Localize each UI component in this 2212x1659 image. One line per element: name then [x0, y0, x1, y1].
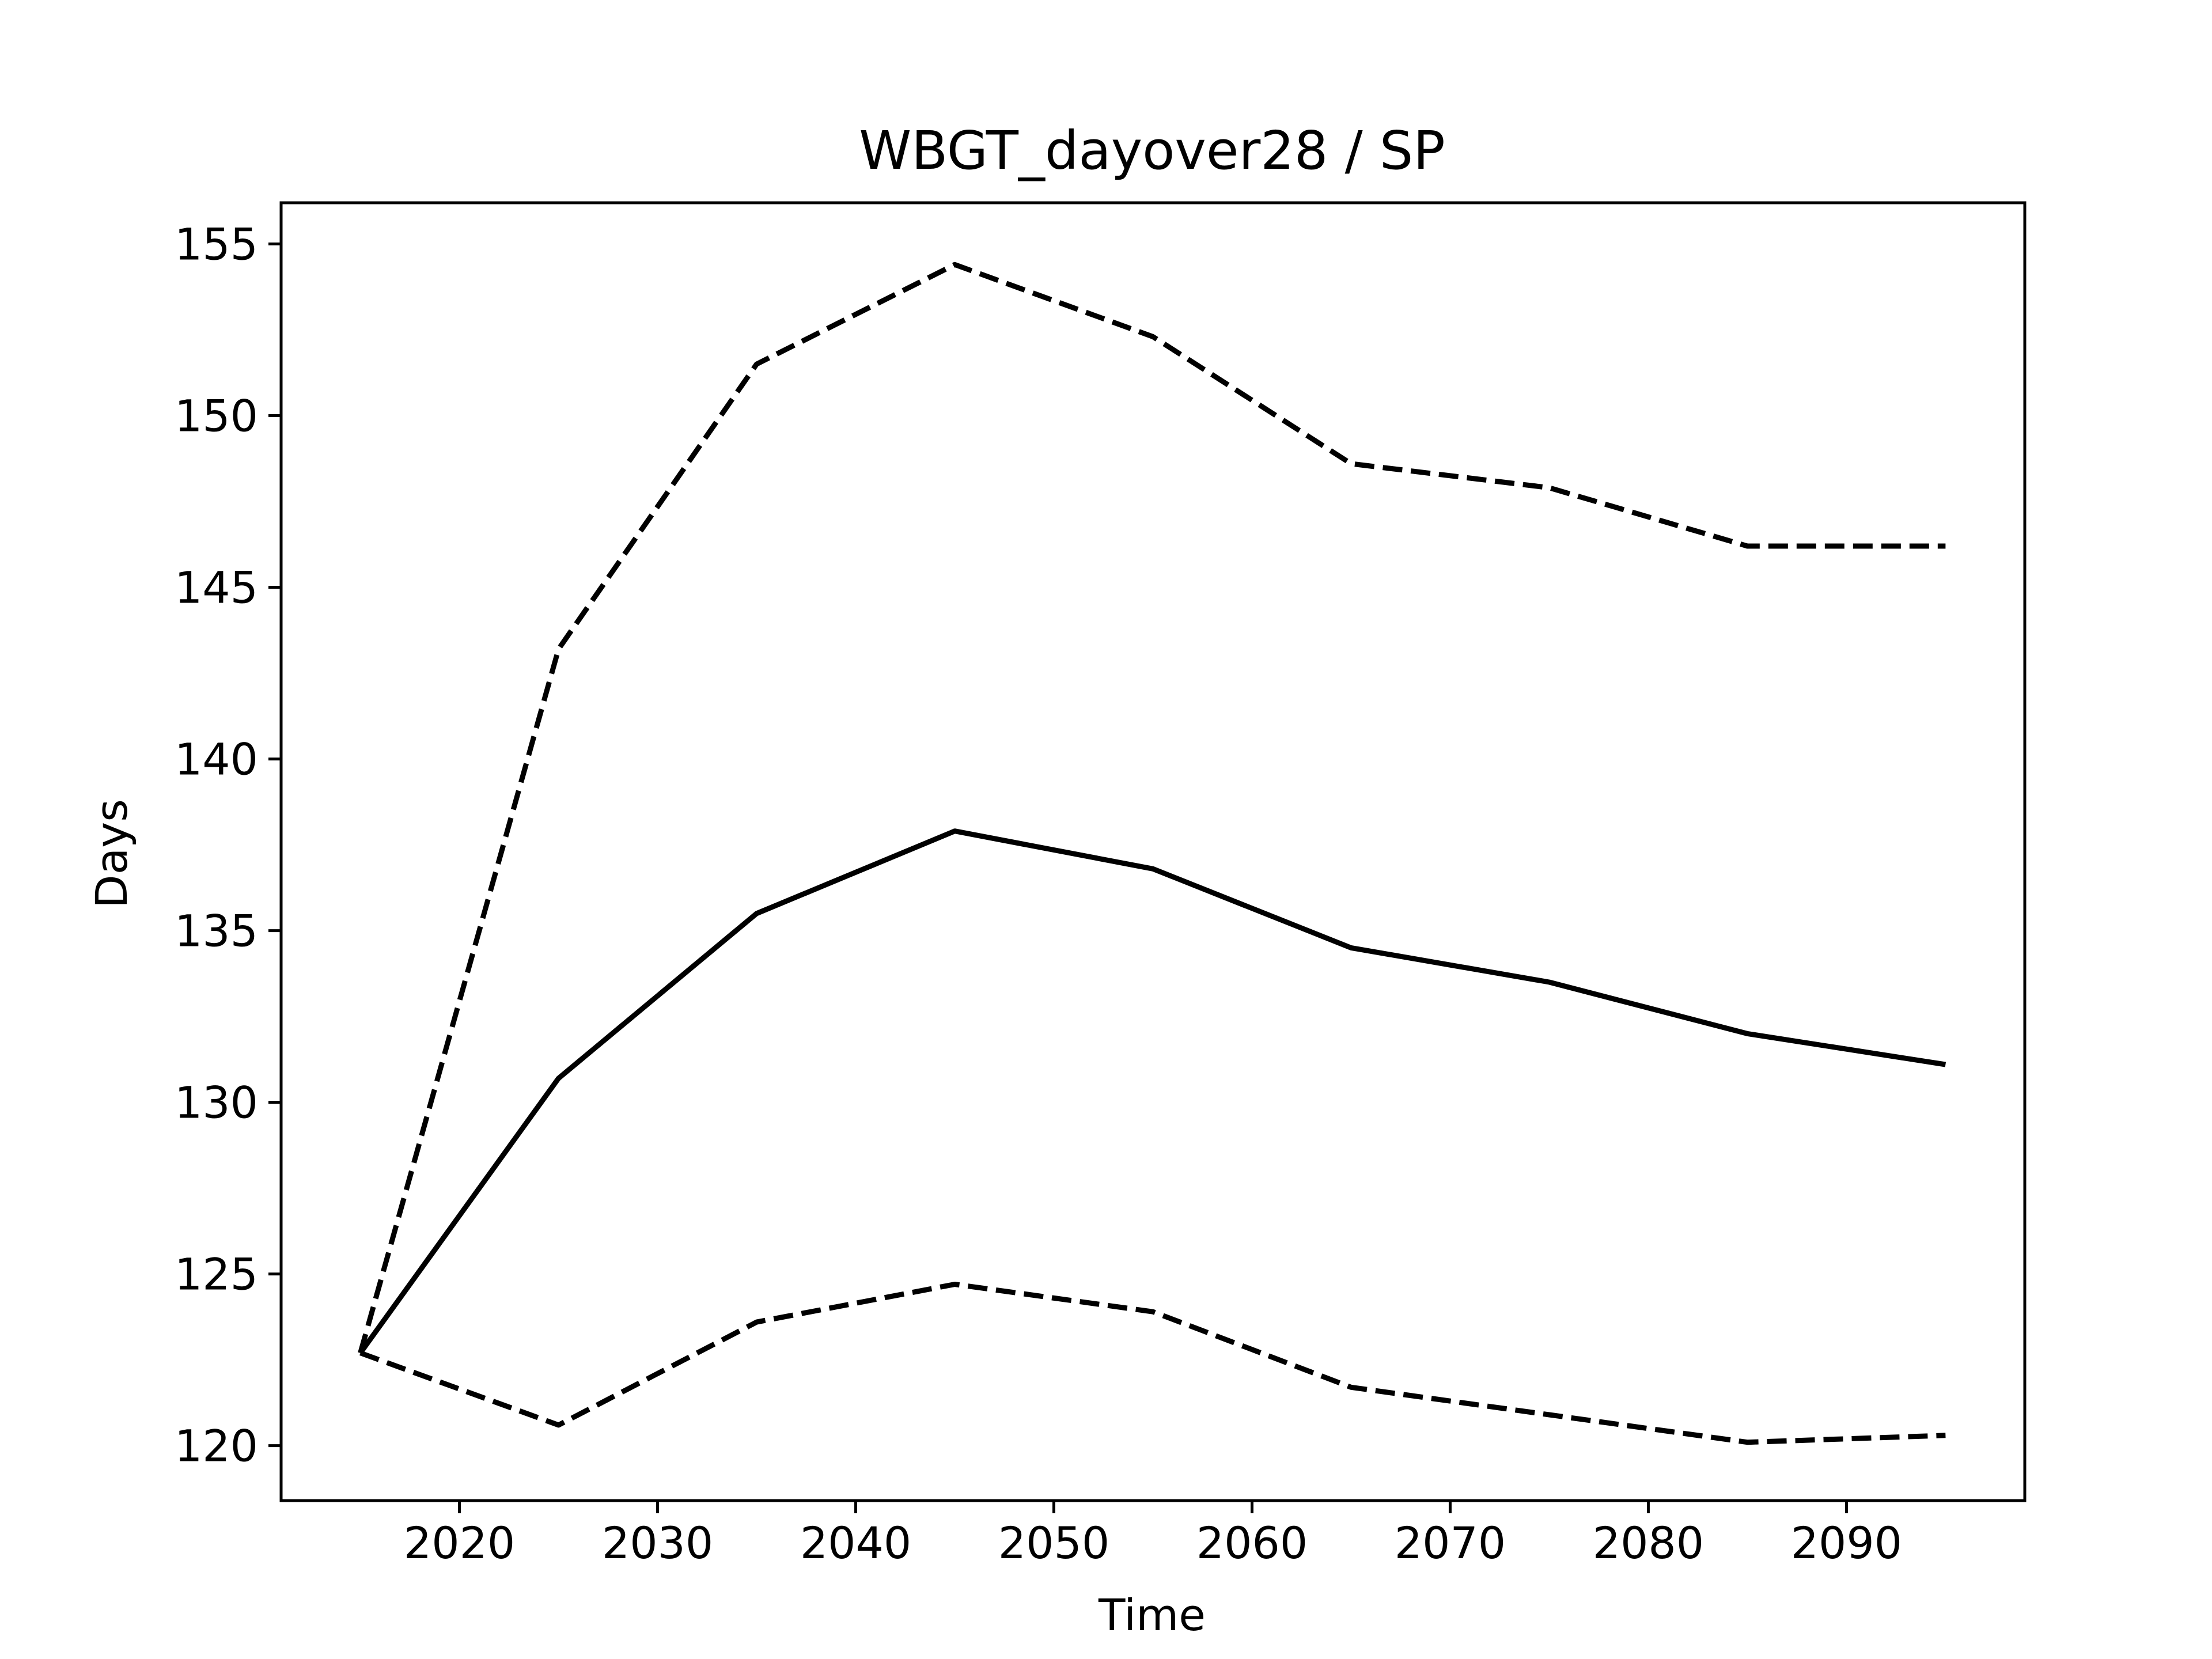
x-tick-label: 2060	[1196, 1517, 1308, 1569]
y-tick-label: 150	[175, 391, 258, 442]
x-axis-ticks: 2020 2030 2040 2050 2060 2070 2080 2090	[404, 1501, 1902, 1569]
y-tick-label: 120	[175, 1421, 258, 1472]
y-axis-ticks: 120 125 130 135 140 145 150 155	[175, 219, 281, 1472]
chart-title: WBGT_dayover28 / SP	[859, 120, 1445, 181]
y-axis-label: Days	[86, 799, 137, 908]
plot-frame	[279, 201, 2027, 1502]
x-tick-label: 2070	[1395, 1517, 1506, 1569]
solid-series-line-0	[358, 828, 1946, 1355]
dashed-series-line-2	[359, 1282, 1946, 1445]
x-tick-label: 2080	[1593, 1517, 1704, 1569]
y-tick-label: 125	[175, 1249, 258, 1300]
y-tick-label: 155	[175, 219, 258, 270]
y-tick-label: 130	[175, 1077, 258, 1128]
series-group	[358, 262, 1946, 1445]
y-tick-label: 140	[175, 734, 258, 785]
x-tick-label: 2030	[602, 1517, 713, 1569]
x-axis-label: Time	[1098, 1589, 1206, 1641]
y-tick-label: 135	[175, 906, 258, 957]
dashed-series-line-1	[358, 262, 1946, 1354]
x-tick-label: 2050	[998, 1517, 1109, 1569]
x-tick-label: 2040	[800, 1517, 911, 1569]
y-tick-label: 145	[175, 562, 258, 613]
x-tick-label: 2020	[404, 1517, 515, 1569]
x-tick-label: 2090	[1791, 1517, 1902, 1569]
